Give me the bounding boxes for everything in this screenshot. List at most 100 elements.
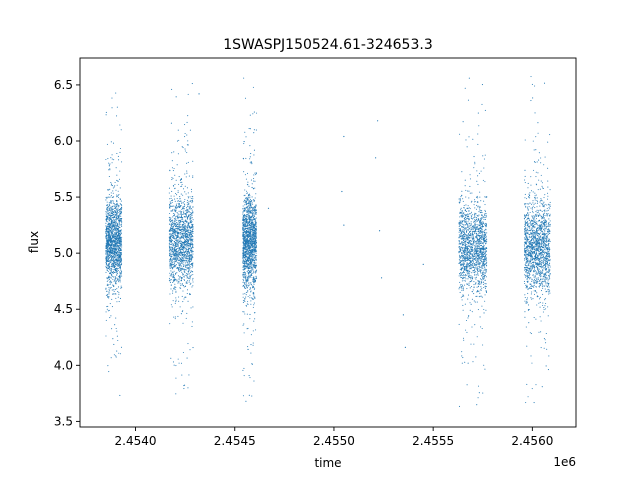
data-point xyxy=(248,193,251,195)
data-point xyxy=(467,190,469,192)
data-point xyxy=(111,271,113,273)
data-point xyxy=(113,255,115,257)
data-point xyxy=(254,232,256,234)
data-point xyxy=(183,254,185,256)
data-point xyxy=(119,203,121,205)
data-point xyxy=(461,283,463,286)
data-point xyxy=(243,209,245,211)
data-point xyxy=(252,272,254,274)
data-point xyxy=(179,221,181,224)
data-point xyxy=(246,265,248,268)
data-point xyxy=(108,265,110,267)
data-point xyxy=(179,253,181,255)
data-point xyxy=(173,214,175,217)
data-point xyxy=(106,261,108,263)
data-point xyxy=(243,248,246,250)
data-point xyxy=(108,297,110,299)
data-point xyxy=(248,394,250,396)
data-point xyxy=(247,202,249,204)
data-point xyxy=(178,202,180,205)
data-point xyxy=(244,235,246,237)
data-point xyxy=(188,222,190,224)
data-point xyxy=(115,235,117,237)
data-point xyxy=(252,298,254,300)
data-point xyxy=(175,203,177,205)
data-point xyxy=(185,273,187,275)
data-point xyxy=(181,211,183,213)
data-point xyxy=(113,259,115,261)
data-point xyxy=(119,240,121,242)
data-point xyxy=(170,241,173,243)
data-point xyxy=(116,263,118,265)
data-point xyxy=(174,254,176,257)
data-point xyxy=(247,295,249,298)
data-point xyxy=(115,242,117,244)
data-point xyxy=(242,264,244,266)
data-point xyxy=(118,159,120,161)
data-point xyxy=(248,273,250,275)
data-point xyxy=(179,283,181,285)
data-point xyxy=(182,285,184,287)
data-point xyxy=(105,319,107,321)
data-point xyxy=(120,229,122,232)
data-point xyxy=(246,257,248,259)
data-point xyxy=(242,256,244,258)
data-point xyxy=(172,244,174,246)
data-point xyxy=(185,249,187,251)
data-point xyxy=(106,214,108,216)
data-point xyxy=(114,215,116,217)
data-point xyxy=(117,265,119,267)
data-point xyxy=(247,280,249,282)
data-point xyxy=(254,262,256,264)
data-point xyxy=(114,271,116,274)
data-point xyxy=(114,240,116,242)
data-point xyxy=(188,374,190,376)
data-point xyxy=(112,142,115,144)
data-point xyxy=(177,275,179,277)
data-point xyxy=(175,249,177,251)
data-point xyxy=(118,218,120,220)
data-point xyxy=(107,256,109,258)
data-point xyxy=(250,255,252,257)
data-point xyxy=(120,208,122,211)
data-point xyxy=(117,238,119,240)
data-point xyxy=(113,280,115,282)
data-point xyxy=(249,200,251,202)
data-point xyxy=(183,261,185,263)
data-point xyxy=(183,220,185,222)
data-point xyxy=(112,234,114,236)
data-point xyxy=(185,209,187,212)
data-point xyxy=(170,304,172,306)
data-point xyxy=(192,244,194,246)
data-point xyxy=(177,268,180,270)
data-point xyxy=(170,226,172,228)
data-point xyxy=(245,273,247,275)
data-point xyxy=(170,240,172,242)
data-point xyxy=(171,234,174,236)
data-point xyxy=(478,172,480,174)
data-point xyxy=(174,206,176,208)
data-point xyxy=(110,286,112,289)
data-point xyxy=(183,226,185,229)
data-point xyxy=(112,220,114,222)
data-point xyxy=(110,250,112,252)
data-point xyxy=(177,233,179,235)
data-point xyxy=(116,261,118,263)
data-point xyxy=(119,187,121,189)
data-point xyxy=(116,301,118,303)
data-point xyxy=(192,279,194,281)
data-point xyxy=(188,269,191,271)
data-point xyxy=(120,217,122,220)
data-point xyxy=(120,200,122,202)
data-point xyxy=(174,251,176,253)
data-point xyxy=(466,288,468,290)
data-point xyxy=(182,202,184,204)
data-point xyxy=(172,210,174,212)
data-point xyxy=(116,246,118,248)
data-point xyxy=(105,266,107,268)
data-point xyxy=(171,205,173,207)
data-point xyxy=(245,136,247,138)
data-point xyxy=(184,257,186,259)
data-point xyxy=(243,274,245,276)
data-point xyxy=(247,217,249,219)
